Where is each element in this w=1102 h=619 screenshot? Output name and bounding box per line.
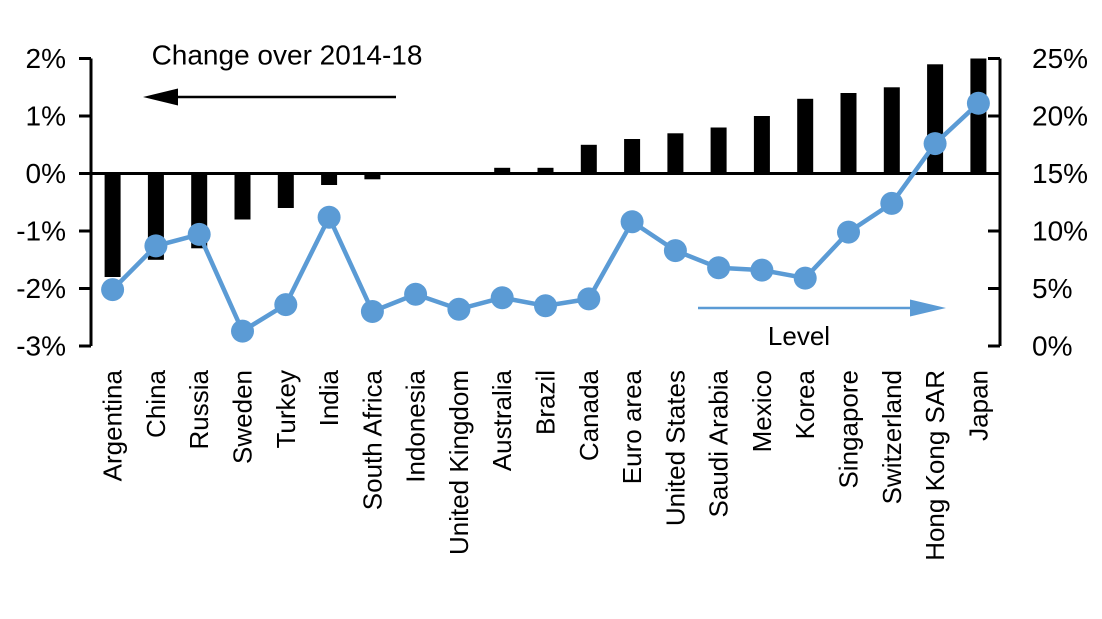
left-axis-tick-label: -1% — [16, 216, 66, 247]
right-axis-tick-label: 5% — [1032, 273, 1072, 304]
change-annotation-label: Change over 2014-18 — [152, 40, 423, 71]
bar-euro-area — [624, 139, 641, 174]
marker-mexico — [750, 258, 774, 282]
category-label-china: China — [141, 369, 171, 437]
bar-korea — [797, 98, 814, 174]
marker-turkey — [274, 293, 298, 317]
category-label-korea: Korea — [790, 369, 820, 439]
category-label-united-states: United States — [660, 370, 690, 526]
category-label-mexico: Mexico — [747, 370, 777, 452]
category-label-canada: Canada — [574, 369, 604, 461]
marker-korea — [793, 266, 817, 290]
category-label-united-kingdom: United Kingdom — [444, 370, 474, 555]
marker-indonesia — [404, 282, 428, 306]
axis-tick-labels: 2% 1% 0% -1% -2% -3% 25% 20% 15% 10% 5% 0% — [16, 43, 1088, 362]
marker-united-states — [663, 239, 687, 263]
category-label-sweden: Sweden — [228, 370, 258, 464]
category-label-hong-kong-sar: Hong Kong SAR — [920, 370, 950, 561]
marker-india — [317, 205, 341, 229]
marker-japan — [966, 91, 990, 115]
bar-mexico — [753, 116, 770, 174]
marker-australia — [490, 286, 514, 310]
category-label-south-africa: South Africa — [357, 369, 387, 510]
marker-united-kingdom — [447, 297, 471, 321]
bar-saudi-arabia — [710, 127, 727, 174]
category-label-india: India — [314, 369, 344, 426]
category-label-indonesia: Indonesia — [401, 369, 431, 482]
marker-saudi-arabia — [707, 256, 731, 280]
right-axis-tick-label: 20% — [1032, 101, 1088, 132]
bar-sweden — [234, 173, 251, 220]
category-label-russia: Russia — [184, 369, 214, 449]
annotations-group: Change over 2014-18 Level — [143, 40, 946, 351]
axes-group — [79, 57, 1002, 348]
category-label-argentina: Argentina — [98, 369, 128, 481]
category-label-saudi-arabia: Saudi Arabia — [704, 369, 734, 517]
line-series-group — [101, 91, 990, 343]
bar-united-states — [667, 133, 684, 174]
category-label-singapore: Singapore — [834, 370, 864, 489]
bar-switzerland — [883, 87, 900, 174]
marker-argentina — [101, 278, 125, 302]
marker-south-africa — [360, 300, 384, 323]
bar-argentina — [104, 173, 121, 277]
bar-india — [321, 173, 338, 185]
bar-hong-kong-sar — [927, 64, 944, 174]
marker-hong-kong-sar — [923, 132, 947, 156]
left-axis-tick-label: -3% — [16, 331, 66, 362]
marker-sweden — [231, 319, 254, 343]
category-label-australia: Australia — [487, 369, 517, 471]
left-axis-tick-label: -2% — [16, 273, 66, 304]
marker-singapore — [837, 220, 860, 244]
category-labels-group: Argentina China Russia Sweden Turkey India Sou… — [98, 369, 994, 560]
marker-canada — [577, 287, 601, 311]
category-label-brazil: Brazil — [531, 370, 561, 435]
bar-canada — [580, 144, 597, 174]
left-axis-tick-label: 0% — [26, 158, 66, 189]
marker-brazil — [534, 294, 557, 318]
right-axis-tick-label: 25% — [1032, 43, 1088, 74]
right-axis-tick-label: 10% — [1032, 216, 1088, 247]
bar-australia — [494, 167, 511, 174]
bar-singapore — [840, 93, 857, 174]
marker-euro-area — [620, 210, 644, 234]
category-label-switzerland: Switzerland — [877, 370, 907, 504]
level-annotation-label: Level — [768, 321, 830, 351]
right-arrow-head — [910, 299, 946, 317]
bar-series-group — [104, 58, 987, 277]
bar-japan — [970, 58, 987, 174]
marker-china — [144, 234, 168, 258]
marker-russia — [187, 222, 211, 246]
marker-switzerland — [880, 191, 904, 215]
left-arrow-head — [143, 88, 178, 106]
right-axis-tick-label: 0% — [1032, 331, 1072, 362]
bar-brazil — [537, 167, 554, 174]
left-axis-tick-label: 1% — [26, 101, 66, 132]
category-label-euro-area: Euro area — [617, 369, 647, 484]
right-axis-tick-label: 15% — [1032, 158, 1088, 189]
left-axis-tick-label: 2% — [26, 43, 66, 74]
category-label-japan: Japan — [963, 370, 993, 441]
bar-turkey — [277, 173, 294, 208]
category-label-turkey: Turkey — [271, 370, 301, 449]
bar-south-africa — [364, 173, 381, 180]
